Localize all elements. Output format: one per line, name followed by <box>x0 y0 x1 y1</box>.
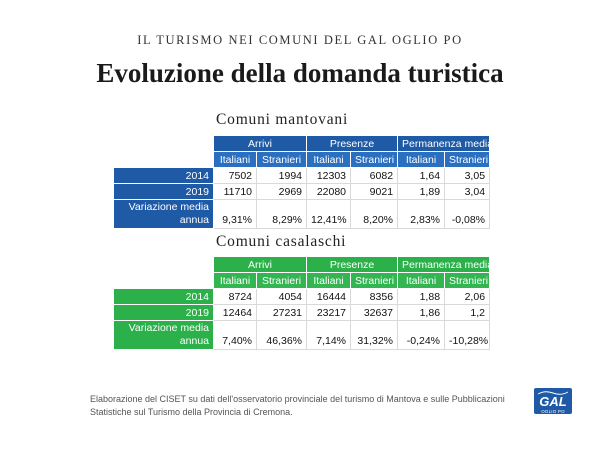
table-row: Variazione media annua 9,31% 8,29% 12,41%… <box>113 199 491 229</box>
table-cell: 2,83% <box>397 199 446 229</box>
table-cell: 1,86 <box>397 304 446 321</box>
group-header-arrivi: Arrivi <box>212 135 308 152</box>
row-label-line: Variazione media <box>128 201 209 213</box>
table-cell: 7502 <box>213 167 257 184</box>
table-row: Variazione media annua 7,40% 46,36% 7,14%… <box>113 320 491 350</box>
table-cell: 1,89 <box>397 183 446 200</box>
sub-header: Stranieri <box>444 272 491 289</box>
table-cell: 16444 <box>306 288 352 305</box>
table-cell: 23217 <box>306 304 352 321</box>
table-cell: 8,29% <box>255 199 308 229</box>
table-cell: 31,32% <box>350 320 399 350</box>
table-cell: 9,31% <box>213 199 257 229</box>
table-mantovani: Arrivi Presenze Permanenza media Italian… <box>113 135 493 229</box>
table-cell: 22080 <box>306 183 352 200</box>
sub-header: Italiani <box>213 151 257 168</box>
section-title-casalaschi: Comuni casalaschi <box>216 233 347 250</box>
table-cell: 11710 <box>213 183 257 200</box>
source-note-line: Elaborazione del CISET su dati dell'osse… <box>90 394 505 404</box>
table-group-header-row: Arrivi Presenze Permanenza media <box>113 256 493 273</box>
row-label: 2014 <box>113 167 214 184</box>
sub-header: Stranieri <box>444 151 491 168</box>
row-label-line: Variazione media <box>128 322 209 334</box>
table-cell: 46,36% <box>255 320 308 350</box>
source-note-line: Statistiche sul Turismo della Provincia … <box>90 407 293 417</box>
table-cell: 6082 <box>350 167 399 184</box>
sub-header: Italiani <box>306 151 352 168</box>
page-kicker: IL TURISMO NEI COMUNI DEL GAL OGLIO PO <box>137 33 463 47</box>
sub-header: Stranieri <box>350 151 399 168</box>
table-cell: 2969 <box>255 183 308 200</box>
table-cell: 12303 <box>306 167 352 184</box>
page-title: Evoluzione della domanda turistica <box>96 58 504 88</box>
row-label: Variazione media annua <box>113 199 214 229</box>
table-cell: 4054 <box>255 288 308 305</box>
group-header-arrivi: Arrivi <box>212 256 308 273</box>
sub-header: Stranieri <box>255 151 308 168</box>
group-header-permanenza: Permanenza media <box>397 256 493 273</box>
table-cell: 8356 <box>350 288 399 305</box>
row-label-line: annua <box>179 214 209 226</box>
group-header-presenze: Presenze <box>306 256 399 273</box>
group-header-presenze: Presenze <box>306 135 399 152</box>
table-sub-header-row: Italiani Stranieri Italiani Stranieri It… <box>113 272 491 289</box>
table-cell: 32637 <box>350 304 399 321</box>
source-note: Elaborazione del CISET su dati dell'osse… <box>90 393 520 419</box>
table-row: 2014 7502 1994 12303 6082 1,64 3,05 <box>113 167 491 184</box>
table-cell: 12,41% <box>306 199 352 229</box>
table-cell: 27231 <box>255 304 308 321</box>
group-header-permanenza: Permanenza media <box>397 135 493 152</box>
table-cell: 12464 <box>213 304 257 321</box>
table-cell: 1,64 <box>397 167 446 184</box>
sub-header: Italiani <box>397 151 446 168</box>
table-cell: 8,20% <box>350 199 399 229</box>
sub-header: Italiani <box>213 272 257 289</box>
sub-header: Italiani <box>397 272 446 289</box>
table-sub-header-row: Italiani Stranieri Italiani Stranieri It… <box>113 151 491 168</box>
table-casalaschi: Arrivi Presenze Permanenza media Italian… <box>113 256 493 350</box>
sub-header: Stranieri <box>350 272 399 289</box>
corner-cell <box>113 135 214 152</box>
table-cell: 1,2 <box>444 304 491 321</box>
row-label: 2014 <box>113 288 214 305</box>
table-cell: -0,08% <box>444 199 491 229</box>
sub-header: Stranieri <box>255 272 308 289</box>
table-group-header-row: Arrivi Presenze Permanenza media <box>113 135 493 152</box>
gal-logo: GAL OGLIO PO <box>534 388 572 414</box>
table-row: 2019 12464 27231 23217 32637 1,86 1,2 <box>113 304 491 321</box>
row-label-line: annua <box>179 335 209 347</box>
section-title-mantovani: Comuni mantovani <box>216 111 349 128</box>
wave-icon <box>537 391 569 395</box>
corner-cell <box>113 256 214 273</box>
table-cell: 7,14% <box>306 320 352 350</box>
table-cell: 1994 <box>255 167 308 184</box>
table-row: 2019 11710 2969 22080 9021 1,89 3,04 <box>113 183 491 200</box>
table-cell: 7,40% <box>213 320 257 350</box>
corner-cell <box>113 272 214 289</box>
table-cell: 3,05 <box>444 167 491 184</box>
row-label: 2019 <box>113 183 214 200</box>
table-cell: 9021 <box>350 183 399 200</box>
table-cell: -10,28% <box>444 320 491 350</box>
logo-subtext: OGLIO PO <box>541 409 565 414</box>
table-cell: 2,06 <box>444 288 491 305</box>
table-cell: -0,24% <box>397 320 446 350</box>
table-row: 2014 8724 4054 16444 8356 1,88 2,06 <box>113 288 491 305</box>
table-cell: 8724 <box>213 288 257 305</box>
sub-header: Italiani <box>306 272 352 289</box>
table-cell: 1,88 <box>397 288 446 305</box>
table-cell: 3,04 <box>444 183 491 200</box>
row-label: Variazione media annua <box>113 320 214 350</box>
row-label: 2019 <box>113 304 214 321</box>
corner-cell <box>113 151 214 168</box>
logo-text: GAL <box>539 394 567 409</box>
